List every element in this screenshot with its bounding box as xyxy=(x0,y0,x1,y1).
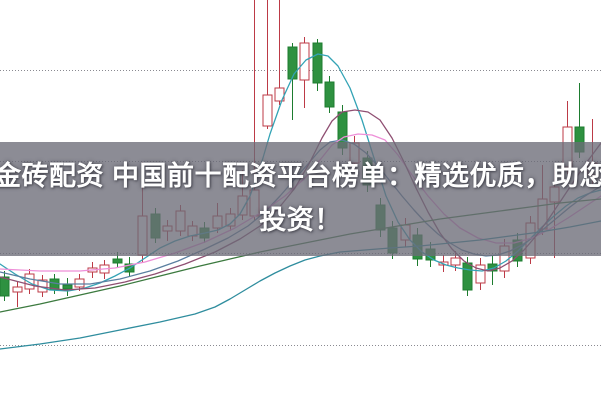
candle-down xyxy=(462,262,473,291)
candle-down xyxy=(324,81,335,108)
ma-fast-teal-line xyxy=(0,53,601,292)
overlay-title-line2: 投资！ xyxy=(259,205,342,235)
title-overlay-band: 金砖配资 中国前十配资平台榜单：精选优质，助您 投资！ xyxy=(0,142,601,256)
candle-up xyxy=(12,286,23,293)
candle-up xyxy=(24,273,35,290)
candle-up xyxy=(450,257,461,266)
overlay-title-line1: 金砖配资 中国前十配资平台榜单：精选优质，助您 xyxy=(0,161,601,191)
candle-up xyxy=(475,264,486,284)
candle-down xyxy=(62,284,73,290)
candle-up xyxy=(74,278,85,288)
candle-up xyxy=(262,94,273,127)
candle-down xyxy=(0,276,10,297)
candle-down xyxy=(487,263,498,272)
candle-down xyxy=(312,42,323,84)
candle-down xyxy=(112,258,123,264)
candle-down xyxy=(287,46,298,80)
